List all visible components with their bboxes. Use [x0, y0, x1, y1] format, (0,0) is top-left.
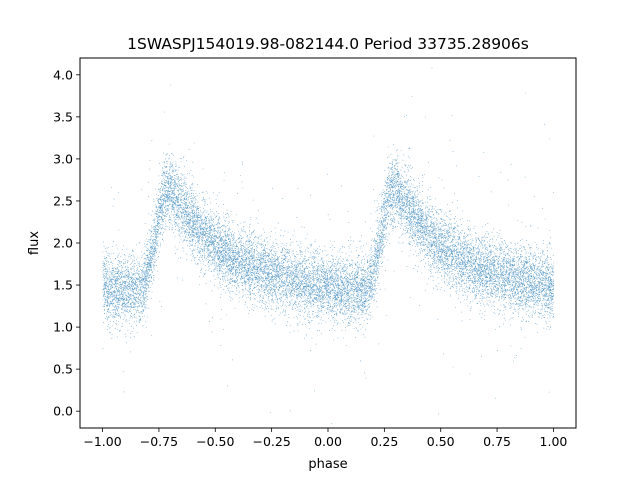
x-tick-label: 0.50	[427, 434, 455, 449]
x-tick-label: −0.25	[252, 434, 290, 449]
x-tick-label: −0.50	[196, 434, 234, 449]
y-tick-label: 1.0	[53, 320, 73, 335]
x-axis-label: phase	[308, 457, 347, 472]
y-axis-label: flux	[27, 231, 42, 255]
x-axis: −1.00 −0.75 −0.50 −0.25 0.00 0.25 0.50 0.75 1.00	[83, 428, 567, 449]
x-tick-label: 1.00	[540, 434, 568, 449]
plot-area	[79, 57, 577, 429]
chart-title: 1SWASPJ154019.98-082144.0 Period 33735.2…	[127, 35, 529, 53]
y-tick-label: 0.0	[53, 404, 73, 419]
x-tick-label: 0.25	[370, 434, 398, 449]
scatter-points	[102, 67, 555, 424]
x-tick-label: −1.00	[83, 434, 121, 449]
y-tick-label: 4.0	[53, 67, 73, 82]
y-tick-label: 3.0	[53, 151, 73, 166]
y-tick-label: 0.5	[53, 362, 73, 377]
x-tick-label: 0.75	[483, 434, 511, 449]
y-tick-label: 2.0	[53, 236, 73, 251]
data-points	[102, 67, 555, 424]
y-tick-label: 1.5	[53, 278, 73, 293]
y-tick-label: 3.5	[53, 109, 73, 124]
x-tick-label: −0.75	[140, 434, 178, 449]
x-tick-label: 0.00	[314, 434, 342, 449]
y-tick-label: 2.5	[53, 193, 73, 208]
y-axis: 0.0 0.5 1.0 1.5 2.0 2.5 3.0 3.5 4.0	[53, 67, 80, 419]
